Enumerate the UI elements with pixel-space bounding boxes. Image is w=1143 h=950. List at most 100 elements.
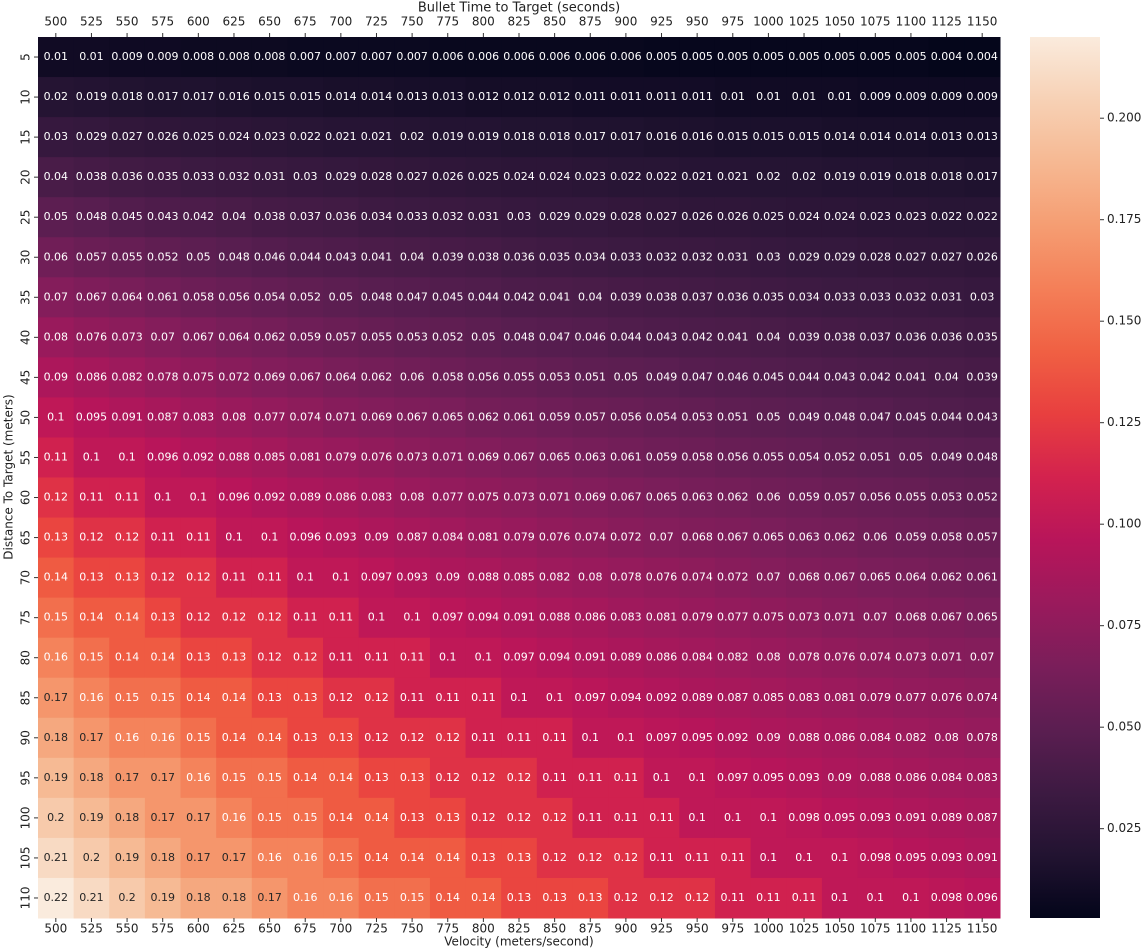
cell-label: 0.064 <box>111 290 143 303</box>
cell-label: 0.018 <box>503 130 535 143</box>
x-tick-label: 975 <box>721 15 744 29</box>
heatmap-cell <box>323 237 360 278</box>
heatmap-cell <box>38 477 75 519</box>
y-tick-label: 20 <box>19 170 33 185</box>
cell-label: 0.095 <box>895 851 927 864</box>
heatmap-cell <box>608 117 645 158</box>
cell-label: 0.084 <box>681 651 713 664</box>
heatmap-cell <box>465 517 502 559</box>
cell-label: 0.05 <box>899 450 924 463</box>
cell-label: 0.14 <box>257 731 282 744</box>
heatmap-cell <box>714 277 752 318</box>
heatmap-cell <box>928 197 965 238</box>
heatmap-cell <box>821 717 858 759</box>
cell-label: 0.13 <box>364 771 389 784</box>
cell-label: 0.16 <box>186 771 211 784</box>
heatmap-cell <box>643 717 680 759</box>
heatmap-cell <box>893 717 930 759</box>
heatmap-cell <box>572 797 609 839</box>
x-tick-label: 800 <box>472 922 495 936</box>
colorbar-tick-label: 0.175 <box>1107 212 1141 226</box>
cell-label: 0.071 <box>931 651 963 664</box>
heatmap-cell <box>786 77 823 118</box>
heatmap-cell <box>786 237 823 278</box>
cell-label: 0.12 <box>435 771 460 784</box>
cell-label: 0.067 <box>824 571 856 584</box>
heatmap-cell <box>216 277 253 318</box>
cell-label: 0.031 <box>931 290 963 303</box>
x-tick-label: 750 <box>401 922 424 936</box>
heatmap-cell <box>643 77 680 118</box>
cell-label: 0.005 <box>681 50 713 63</box>
cell-label: 0.13 <box>257 691 282 704</box>
heatmap-cell <box>429 877 467 919</box>
heatmap-cell <box>572 517 609 559</box>
cell-label: 0.16 <box>293 851 318 864</box>
heatmap-cell <box>358 117 395 158</box>
cell-label: 0.009 <box>895 90 927 103</box>
heatmap-cell <box>38 197 75 238</box>
cell-label: 0.096 <box>289 531 321 544</box>
heatmap-cell <box>643 517 680 559</box>
cell-label: 0.092 <box>646 691 678 704</box>
heatmap-cell <box>394 277 431 318</box>
cell-label: 0.079 <box>681 611 713 624</box>
cell-label: 0.046 <box>717 370 749 383</box>
heatmap-cell <box>358 877 395 919</box>
heatmap-cell <box>893 37 930 78</box>
cell-label: 0.094 <box>468 611 500 624</box>
heatmap-cell <box>928 277 965 318</box>
heatmap-cell <box>323 317 360 358</box>
cell-label: 0.051 <box>717 410 749 423</box>
heatmap-cell <box>893 877 930 919</box>
heatmap-cell <box>536 157 573 198</box>
heatmap-cell <box>73 77 110 118</box>
heatmap-cell <box>786 757 823 799</box>
cell-label: 0.11 <box>329 611 354 624</box>
heatmap-cell <box>857 437 894 478</box>
heatmap-cell <box>465 837 502 879</box>
cell-label: 0.091 <box>895 811 927 824</box>
cell-label: 0.046 <box>254 250 286 263</box>
cell-label: 0.042 <box>681 330 713 343</box>
heatmap-cell <box>928 237 965 278</box>
cell-label: 0.006 <box>432 50 464 63</box>
heatmap-cell <box>287 37 324 78</box>
cell-label: 0.1 <box>296 571 314 584</box>
heatmap-cell <box>38 717 75 759</box>
cell-label: 0.1 <box>902 891 920 904</box>
cell-label: 0.11 <box>649 851 674 864</box>
cell-label: 0.16 <box>257 851 282 864</box>
heatmap-cell <box>750 157 787 198</box>
cell-label: 0.13 <box>150 611 175 624</box>
cell-label: 0.078 <box>147 370 179 383</box>
cell-label: 0.11 <box>578 771 603 784</box>
cell-label: 0.1 <box>795 851 813 864</box>
heatmap-cell <box>216 317 253 358</box>
cell-label: 0.074 <box>575 531 607 544</box>
heatmap-cell <box>501 37 538 78</box>
heatmap-cell <box>358 677 395 719</box>
heatmap-cell <box>429 277 467 318</box>
heatmap-cell <box>180 157 217 198</box>
heatmap-cell <box>821 357 858 398</box>
heatmap-cell <box>857 597 894 639</box>
heatmap-cell <box>180 637 217 679</box>
cell-label: 0.076 <box>931 691 963 704</box>
heatmap-cell <box>144 437 182 478</box>
heatmap-cell <box>216 757 253 799</box>
cell-label: 0.052 <box>289 290 321 303</box>
heatmap-cell <box>857 197 894 238</box>
cell-label: 0.004 <box>966 50 998 63</box>
heatmap-cell <box>394 877 431 919</box>
heatmap-cell <box>109 237 146 278</box>
cell-label: 0.18 <box>79 771 104 784</box>
heatmap-cell <box>323 477 360 519</box>
cell-label: 0.044 <box>788 370 820 383</box>
heatmap-cell <box>109 837 146 879</box>
cell-label: 0.062 <box>361 370 393 383</box>
cell-label: 0.11 <box>614 811 639 824</box>
heatmap-cell <box>144 357 182 398</box>
heatmap-cell <box>750 517 787 559</box>
heatmap-cell <box>216 557 253 599</box>
